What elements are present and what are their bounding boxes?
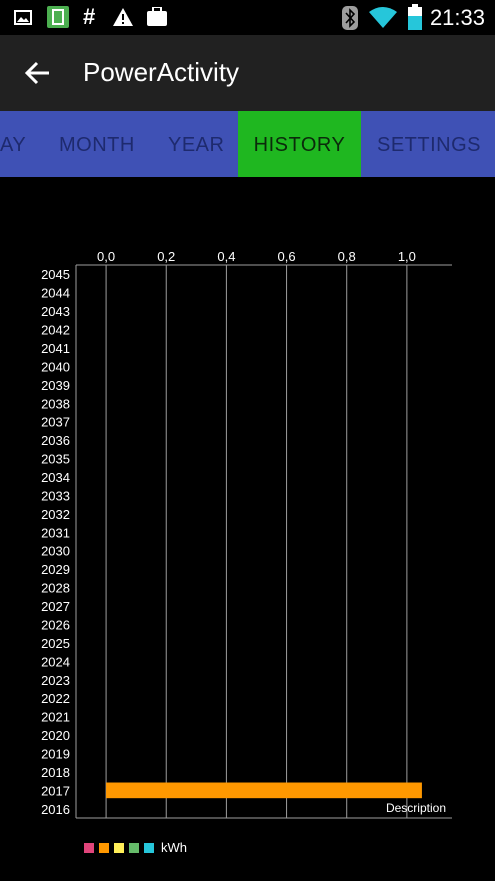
y-tick-label: 2023 xyxy=(41,673,70,688)
history-bar-chart: 0,0 0,2 0,4 0,6 0,8 1,0 2045 2044 2043 2042 2041 20… xyxy=(41,249,452,819)
tab-history[interactable]: HISTORY xyxy=(238,111,361,177)
x-tick-label: 0,0 xyxy=(97,249,115,264)
x-tick-label: 0,8 xyxy=(338,249,356,264)
y-tick-label: 2043 xyxy=(41,304,70,319)
y-tick-label: 2030 xyxy=(41,544,70,559)
y-tick-label: 2017 xyxy=(41,783,70,798)
y-tick-label: 2025 xyxy=(41,636,70,651)
y-tick-label: 2042 xyxy=(41,323,70,338)
y-tick-label: 2034 xyxy=(41,470,70,485)
arrow-left-icon[interactable] xyxy=(22,57,54,89)
clock: 21:33 xyxy=(429,5,485,30)
y-tick-label: 2022 xyxy=(41,691,70,706)
status-bar: # 21:33 xyxy=(0,0,495,35)
y-tick-label: 2041 xyxy=(41,341,70,356)
y-tick-label: 2024 xyxy=(41,654,70,669)
y-tick-label: 2039 xyxy=(41,378,70,393)
warning-icon xyxy=(113,8,133,26)
y-tick-label: 2037 xyxy=(41,415,70,430)
y-tick-label: 2033 xyxy=(41,488,70,503)
x-tick-label: 0,4 xyxy=(217,249,235,264)
y-tick-label: 2035 xyxy=(41,452,70,467)
y-tick-label: 2020 xyxy=(41,728,70,743)
briefcase-icon xyxy=(147,7,167,26)
hash-icon: # xyxy=(83,4,96,29)
y-tick-label: 2027 xyxy=(41,599,70,614)
tab-year[interactable]: YEAR xyxy=(168,134,225,156)
app-notification-icon xyxy=(47,6,69,28)
y-tick-label: 2026 xyxy=(41,617,70,632)
battery-icon xyxy=(408,4,422,30)
y-tick-label: 2016 xyxy=(41,802,70,817)
x-tick-label: 1,0 xyxy=(398,249,416,264)
bluetooth-icon xyxy=(342,6,358,30)
legend-swatch xyxy=(84,843,94,853)
legend-swatch xyxy=(144,843,154,853)
tab-day[interactable]: AY xyxy=(0,134,27,156)
y-tick-label: 2021 xyxy=(41,710,70,725)
y-tick-label: 2019 xyxy=(41,746,70,761)
y-tick-label: 2032 xyxy=(41,507,70,522)
bar xyxy=(106,782,422,799)
legend-swatch xyxy=(129,843,139,853)
legend-swatch xyxy=(114,843,124,853)
tab-month[interactable]: MONTH xyxy=(59,134,135,156)
x-tick-label: 0,2 xyxy=(157,249,175,264)
image-icon xyxy=(14,10,32,25)
wifi-icon xyxy=(369,7,397,28)
y-tick-label: 2031 xyxy=(41,525,70,540)
y-tick-label: 2038 xyxy=(41,396,70,411)
app-bar: PowerActivity xyxy=(0,35,495,111)
y-tick-label: 2029 xyxy=(41,562,70,577)
legend-swatch xyxy=(99,843,109,853)
legend-label: kWh xyxy=(161,840,187,855)
tab-bar: AY MONTH YEAR HISTORY SETTINGS xyxy=(0,111,495,177)
x-tick-label: 0,6 xyxy=(278,249,296,264)
tab-settings[interactable]: SETTINGS xyxy=(377,134,482,156)
y-tick-label: 2028 xyxy=(41,581,70,596)
y-tick-label: 2018 xyxy=(41,765,70,780)
app-title: PowerActivity xyxy=(83,57,240,87)
y-tick-label: 2036 xyxy=(41,433,70,448)
y-tick-label: 2045 xyxy=(41,267,70,282)
y-tick-label: 2040 xyxy=(41,359,70,374)
chart-description: Description xyxy=(386,801,446,815)
y-tick-label: 2044 xyxy=(41,286,70,301)
